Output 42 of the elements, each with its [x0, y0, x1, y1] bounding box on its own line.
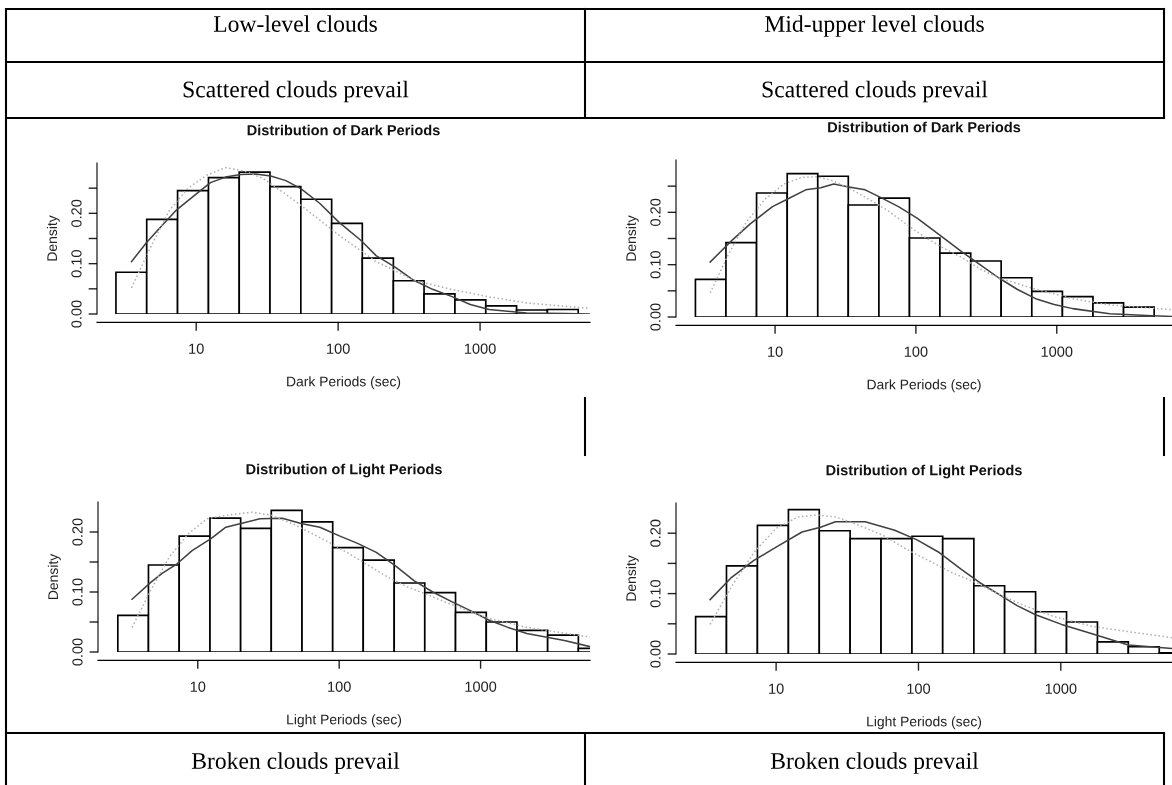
y-axis-title: Density [625, 215, 639, 261]
text: Scattered clouds prevail [183, 80, 409, 103]
x-axis-title: Dark Periods (sec) [287, 376, 401, 390]
text: Mid-upper level clouds [765, 15, 984, 37]
x-tick-label: 1000 [1045, 683, 1077, 694]
y-axis-title: Density [46, 215, 60, 261]
chart-title: Distribution of Light Periods [826, 464, 1022, 479]
y-axis-title: Density [625, 555, 639, 601]
x-axis-title: Light Periods (sec) [287, 714, 402, 728]
chart-title: Distribution of Dark Periods [247, 124, 440, 136]
text: Low-level clouds [213, 15, 377, 32]
y-tick-label: 0.10 [72, 578, 83, 606]
y-tick-label: 0.20 [650, 519, 661, 547]
y-tick-label: 0.20 [72, 518, 83, 546]
text: Broken clouds prevail [770, 752, 979, 774]
x-tick-label: 10 [768, 346, 783, 357]
x-tick-label: 100 [904, 346, 928, 357]
y-tick-label: 0.10 [650, 251, 661, 279]
chart-title: Distribution of Light Periods [246, 463, 442, 478]
y-axis-title: Density [47, 553, 61, 600]
x-tick-label: 100 [907, 683, 931, 694]
x-axis-title: Dark Periods (sec) [867, 379, 981, 393]
x-tick-label: 1000 [464, 343, 496, 354]
x-axis-title: Light Periods (sec) [867, 716, 982, 730]
x-tick-label: 100 [328, 681, 351, 692]
y-tick-label: 0.20 [650, 198, 661, 226]
chart-title: Distribution of Dark Periods [828, 121, 1021, 133]
x-tick-label: 10 [189, 343, 204, 354]
text: Scattered clouds prevail [762, 80, 988, 103]
y-tick-label: 0.20 [71, 199, 82, 227]
text: Broken clouds prevail [191, 752, 400, 774]
x-tick-label: 100 [327, 343, 350, 354]
y-tick-label: 0.00 [650, 640, 661, 668]
y-tick-label: 0.00 [650, 303, 661, 331]
y-tick-label: 0.10 [650, 579, 661, 608]
x-tick-label: 1000 [465, 681, 497, 692]
y-tick-label: 0.00 [72, 638, 83, 666]
y-tick-label: 0.10 [71, 250, 82, 278]
x-tick-label: 10 [769, 683, 784, 694]
x-tick-label: 10 [190, 681, 206, 692]
x-tick-label: 1000 [1041, 346, 1073, 357]
y-tick-label: 0.00 [71, 300, 82, 328]
